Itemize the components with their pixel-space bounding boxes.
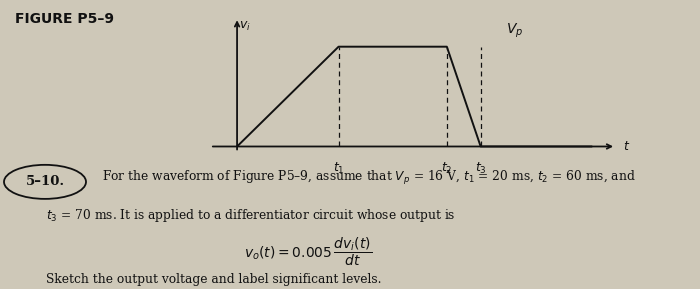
Text: Sketch the output voltage and label significant levels.: Sketch the output voltage and label sign… xyxy=(46,273,381,286)
Text: For the waveform of Figure P5–9, assume that $V_p$ = 16 V, $t_1$ = 20 ms, $t_2$ : For the waveform of Figure P5–9, assume … xyxy=(102,169,635,187)
Text: $t_3$ = 70 ms. It is applied to a differentiator circuit whose output is: $t_3$ = 70 ms. It is applied to a differ… xyxy=(46,207,455,224)
Text: $V_p$: $V_p$ xyxy=(506,21,523,40)
Text: $v_o(t) = 0.005\,\dfrac{dv_i(t)}{dt}$: $v_o(t) = 0.005\,\dfrac{dv_i(t)}{dt}$ xyxy=(244,236,372,268)
Text: 5–10.: 5–10. xyxy=(25,175,64,188)
Text: $v_i$: $v_i$ xyxy=(239,20,251,33)
Text: $t_2$: $t_2$ xyxy=(441,161,453,176)
Text: FIGURE P5–9: FIGURE P5–9 xyxy=(15,12,114,25)
Text: $t$: $t$ xyxy=(623,140,630,153)
Text: $t_1$: $t_1$ xyxy=(332,161,344,176)
Text: $t_3$: $t_3$ xyxy=(475,161,486,176)
